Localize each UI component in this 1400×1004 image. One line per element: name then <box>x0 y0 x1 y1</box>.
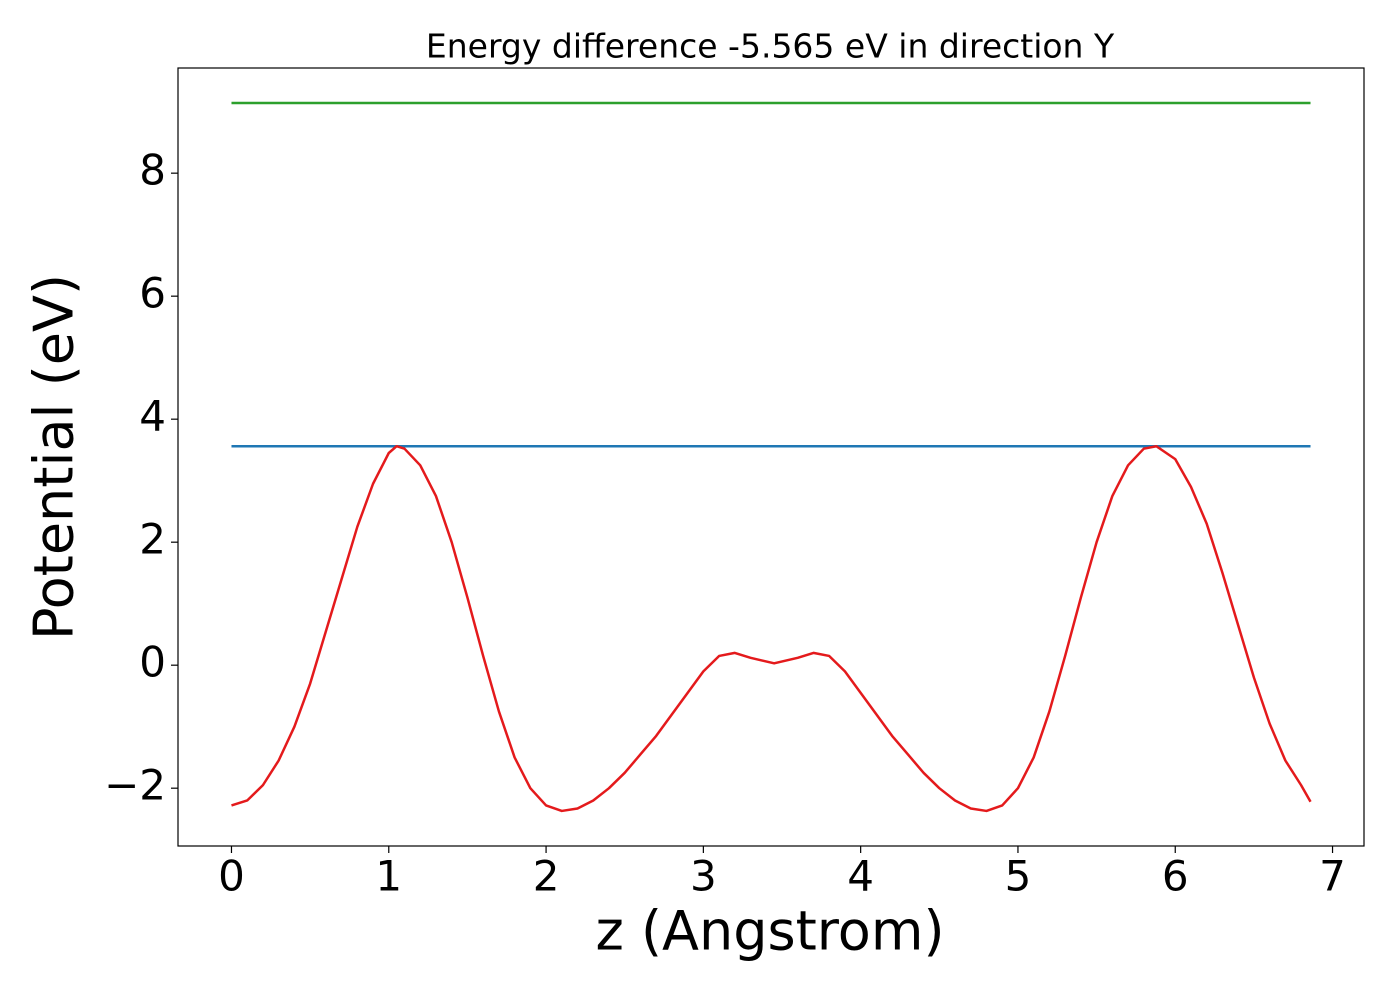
x-tick-label: 3 <box>690 852 717 901</box>
x-tick-label: 1 <box>375 852 402 901</box>
x-tick-label: 6 <box>1162 852 1189 901</box>
y-tick-label: 8 <box>139 146 166 195</box>
y-tick-label: −2 <box>104 761 166 810</box>
x-axis-label: z (Angstrom) <box>595 900 944 963</box>
line-series <box>231 444 1312 813</box>
x-tick-label: 4 <box>847 852 874 901</box>
y-tick-label: 6 <box>139 269 166 318</box>
x-tick-label: 0 <box>218 852 245 901</box>
plot-frame <box>177 67 1365 847</box>
x-tick-label: 5 <box>1005 852 1032 901</box>
x-tick-label: 7 <box>1319 852 1346 901</box>
y-axis-label: Potential (eV) <box>23 274 86 640</box>
chart-title: Energy difference -5.565 eV in direction… <box>426 27 1115 66</box>
x-tick-label: 2 <box>533 852 560 901</box>
y-tick-label: 0 <box>139 638 166 687</box>
y-tick-label: 2 <box>139 515 166 564</box>
y-tick-label: 4 <box>139 392 166 441</box>
